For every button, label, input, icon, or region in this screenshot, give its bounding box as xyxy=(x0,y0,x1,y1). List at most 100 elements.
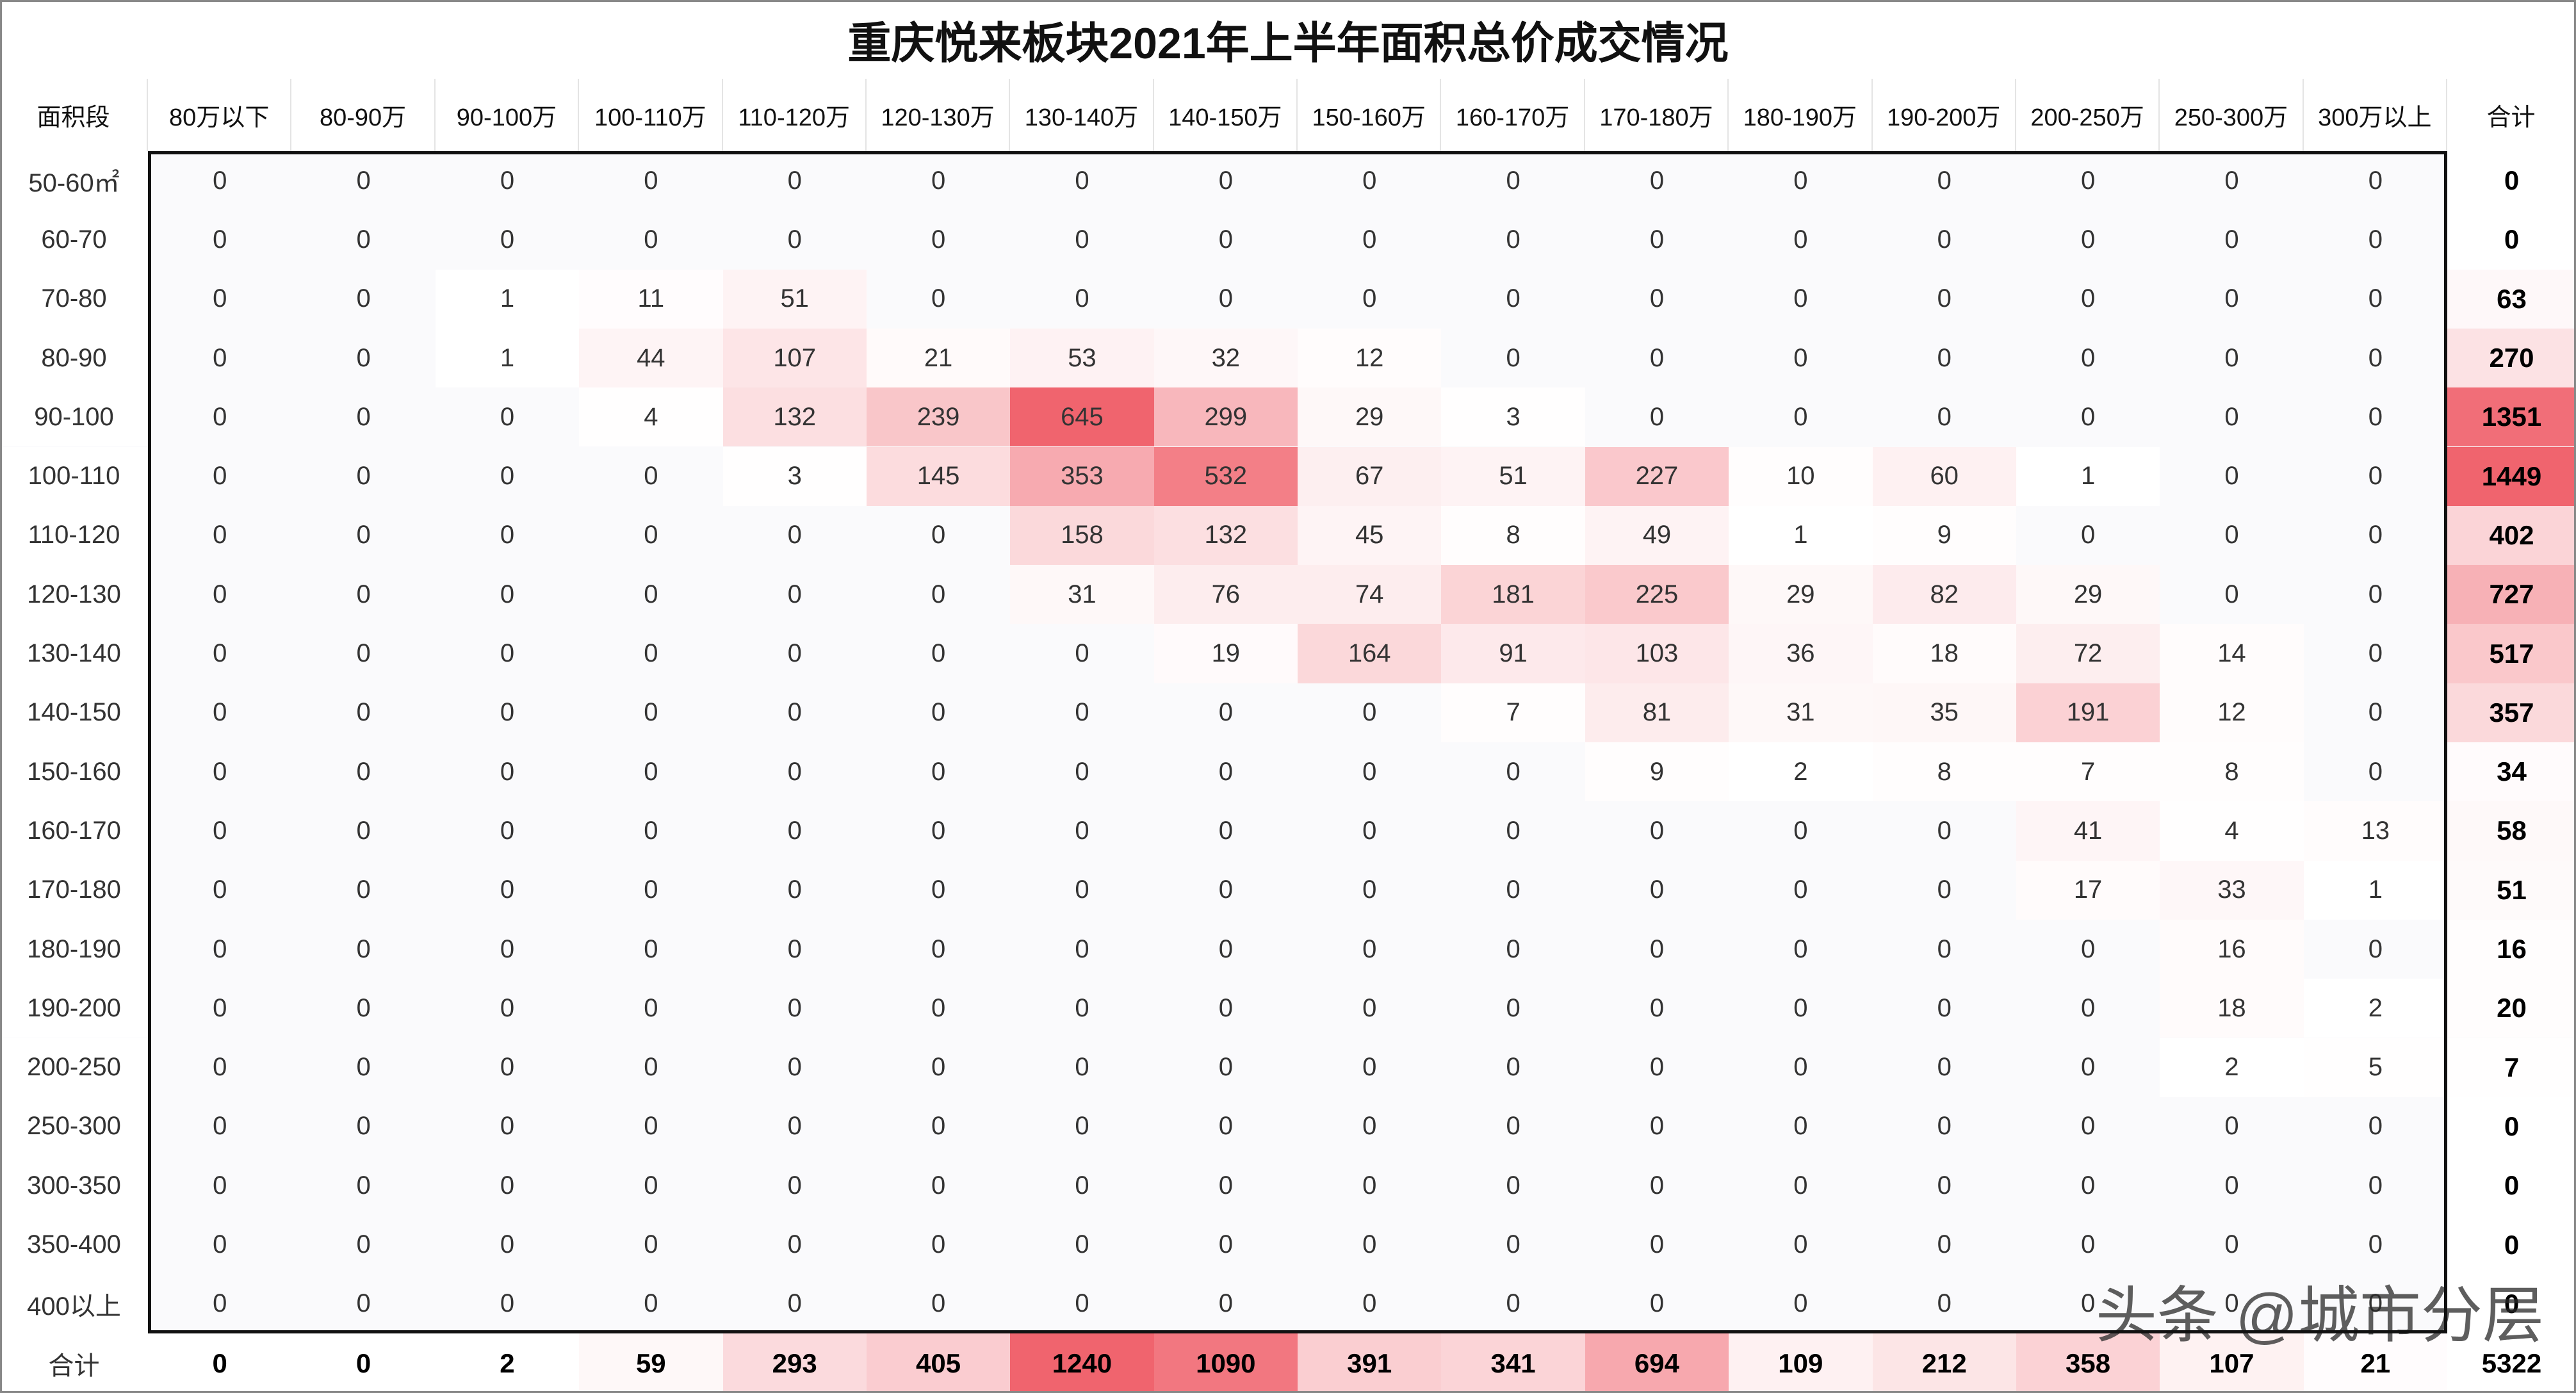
column-header: 80万以下 xyxy=(148,79,292,151)
cell: 0 xyxy=(2080,166,2096,195)
column-header: 140-150万 xyxy=(1153,79,1298,151)
cell: 0 xyxy=(644,1171,658,1200)
cell: 0 xyxy=(2080,1289,2096,1318)
cell: 0 xyxy=(356,993,371,1022)
row-label: 100-110 xyxy=(0,446,148,506)
cell: 0 xyxy=(644,580,658,608)
cell: 3 xyxy=(1441,387,1585,447)
cell: 31 xyxy=(1729,683,1873,742)
cell: 0 xyxy=(644,757,658,786)
cell: 0 xyxy=(1937,1289,1952,1318)
cell: 0 xyxy=(1218,757,1233,786)
cell: 0 xyxy=(356,1289,371,1318)
cell: 0 xyxy=(1218,166,1233,195)
cell: 0 xyxy=(1075,225,1089,254)
row-total: 1449 xyxy=(2447,446,2576,506)
cell: 0 xyxy=(500,580,515,608)
cell: 158 xyxy=(1010,505,1154,566)
cell: 9 xyxy=(1585,742,1729,802)
cell: 0 xyxy=(1506,816,1520,845)
cell: 0 xyxy=(2368,225,2383,254)
cell: 1 xyxy=(435,269,580,329)
cell: 0 xyxy=(1506,757,1520,786)
cell: 7 xyxy=(2016,742,2160,802)
cell: 0 xyxy=(931,816,946,845)
cell: 0 xyxy=(2080,1171,2096,1200)
cell: 0 xyxy=(356,757,371,786)
row-label: 50-60㎡ xyxy=(0,151,148,211)
cell: 0 xyxy=(2368,284,2383,313)
cell: 45 xyxy=(1298,505,1442,566)
cell: 0 xyxy=(356,402,371,431)
cell: 33 xyxy=(2160,860,2304,920)
row-label: 250-300 xyxy=(0,1096,148,1157)
cell: 0 xyxy=(787,1171,802,1200)
cell: 0 xyxy=(787,639,802,668)
cell: 0 xyxy=(1362,1053,1377,1082)
cell: 645 xyxy=(1010,387,1154,447)
column-total: 405 xyxy=(866,1333,1011,1393)
cell: 0 xyxy=(2224,1171,2239,1200)
cell: 53 xyxy=(1010,328,1154,388)
cell: 0 xyxy=(1362,1112,1377,1141)
cell: 0 xyxy=(500,166,515,195)
cell: 21 xyxy=(866,328,1011,388)
row-total: 402 xyxy=(2447,505,2576,566)
cell: 0 xyxy=(2224,284,2239,313)
cell: 0 xyxy=(213,580,227,608)
grand-total: 5322 xyxy=(2447,1333,2576,1393)
cell: 0 xyxy=(2368,1289,2383,1318)
cell: 0 xyxy=(2368,1230,2383,1259)
cell: 0 xyxy=(2224,521,2239,550)
cell: 0 xyxy=(1506,993,1520,1022)
column-total: 293 xyxy=(722,1333,867,1393)
cell: 181 xyxy=(1441,565,1585,624)
cell: 0 xyxy=(213,462,227,491)
cell: 0 xyxy=(1937,166,1952,195)
cell: 0 xyxy=(2368,757,2383,786)
row-total: 0 xyxy=(2447,151,2576,211)
cell: 0 xyxy=(931,1171,946,1200)
cell: 0 xyxy=(931,166,946,195)
column-total: 2 xyxy=(435,1333,580,1393)
cell: 0 xyxy=(644,166,658,195)
column-header: 100-110万 xyxy=(579,79,723,151)
cell: 0 xyxy=(644,934,658,963)
cell: 0 xyxy=(1218,993,1233,1022)
cell: 18 xyxy=(2160,979,2304,1038)
column-header: 250-300万 xyxy=(2160,79,2304,151)
cell: 0 xyxy=(1506,1171,1520,1200)
cell: 2 xyxy=(2160,1038,2304,1097)
cell: 29 xyxy=(2016,565,2160,624)
row-total: 1351 xyxy=(2447,387,2576,447)
cell: 0 xyxy=(1362,225,1377,254)
cell: 0 xyxy=(500,698,515,727)
cell: 0 xyxy=(931,1112,946,1141)
cell: 0 xyxy=(2080,521,2096,550)
cell: 0 xyxy=(1649,1230,1665,1259)
cell: 0 xyxy=(931,639,946,668)
cell: 0 xyxy=(356,225,371,254)
cell: 0 xyxy=(356,462,371,491)
cell: 60 xyxy=(1872,446,2016,506)
row-label: 120-130 xyxy=(0,565,148,624)
cell: 0 xyxy=(213,934,227,963)
cell: 0 xyxy=(2080,402,2096,431)
cell: 0 xyxy=(931,1230,946,1259)
cell: 0 xyxy=(213,993,227,1022)
row-label: 90-100 xyxy=(0,387,148,447)
cell: 299 xyxy=(1153,387,1298,447)
cell: 0 xyxy=(1793,993,1808,1022)
column-header: 80-90万 xyxy=(291,79,436,151)
cell: 0 xyxy=(500,816,515,845)
row-label: 190-200 xyxy=(0,979,148,1038)
row-total: 0 xyxy=(2447,210,2576,270)
cell: 0 xyxy=(1937,816,1952,845)
cell: 1 xyxy=(1729,505,1873,566)
cell: 0 xyxy=(2224,166,2239,195)
cell: 0 xyxy=(356,166,371,195)
cell: 0 xyxy=(1649,1112,1665,1141)
cell: 0 xyxy=(1218,225,1233,254)
cell: 0 xyxy=(500,757,515,786)
